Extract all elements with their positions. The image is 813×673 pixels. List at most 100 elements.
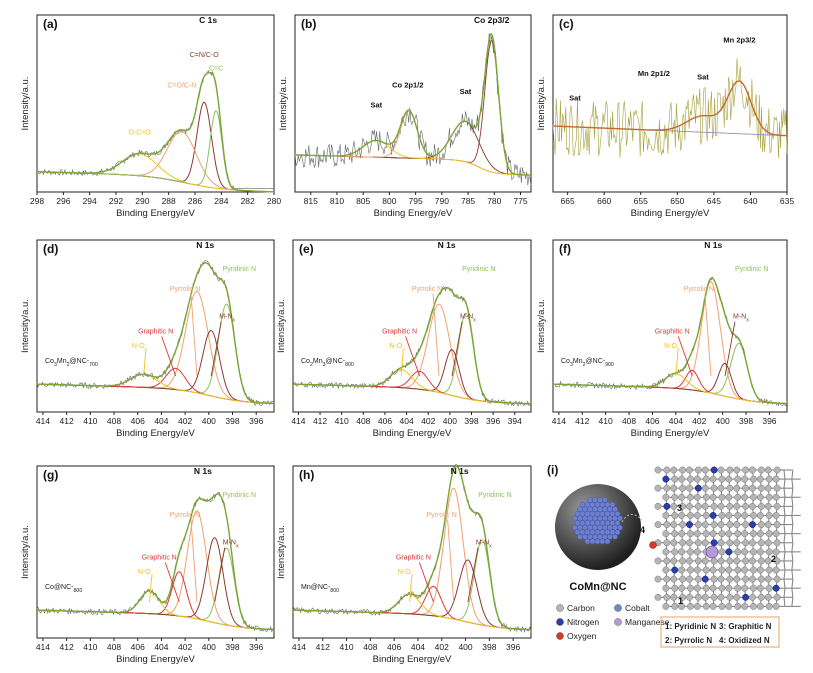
carbon-atom: [663, 593, 671, 601]
carbon-atom: [694, 539, 702, 547]
x-tick-label: 400: [443, 416, 457, 426]
carbon-atom: [687, 475, 694, 483]
bond: [791, 515, 794, 525]
x-tick-label: 412: [313, 416, 327, 426]
metal-core-atom: [614, 529, 621, 536]
legend-label: Nitrogen: [567, 617, 599, 627]
carbon-atom: [686, 539, 693, 547]
carbon-atom: [749, 539, 756, 547]
carbon-atom: [733, 539, 741, 547]
component-peak: [37, 373, 274, 404]
carbon-atom: [765, 548, 773, 556]
metal-core-atom: [584, 501, 591, 508]
x-tick-label: 408: [107, 416, 121, 426]
carbon-atom: [726, 484, 734, 492]
carbon-atom: [773, 521, 781, 529]
peak-label: Mn 2p1/2: [638, 69, 670, 78]
carbon-atom: [687, 548, 694, 556]
x-axis-label: Binding Energy/eV: [116, 654, 195, 665]
carbon-atom: [734, 493, 742, 501]
legend-swatch: [556, 618, 564, 626]
metal-core-atom: [592, 515, 598, 522]
bond: [791, 542, 794, 552]
carbon-atom: [718, 475, 726, 483]
carbon-atom: [734, 475, 742, 483]
metal-core-atom: [597, 524, 603, 531]
x-tick-label: 404: [411, 642, 425, 652]
metal-core-atom: [594, 529, 601, 536]
metal-core-atom: [594, 501, 601, 508]
metal-core-atom: [612, 515, 618, 522]
metal-core-atom: [584, 529, 591, 536]
y-axis-label: Intensity/a.u.: [20, 299, 31, 353]
carbon-atom: [725, 602, 733, 610]
carbon-atom: [662, 602, 670, 610]
carbon-atom: [734, 566, 742, 574]
carbon-atom: [750, 475, 757, 483]
chart-panel-f: 414 412 410 408 406 404 402 400 398 396 Binding En…: [536, 239, 788, 439]
carbon-atom: [765, 475, 773, 483]
carbon-atom: [686, 593, 693, 601]
carbon-atom: [717, 539, 725, 547]
nitrogen-atom: [742, 593, 750, 601]
carbon-atom: [671, 548, 679, 556]
plot-frame: [552, 239, 788, 413]
carbon-atom: [734, 548, 742, 556]
carbon-atom: [717, 521, 725, 529]
envelope-fit: [552, 80, 788, 137]
carbon-atom: [671, 512, 679, 519]
carbon-atom: [773, 557, 781, 565]
x-tick-label: 400: [458, 642, 472, 652]
carbon-atom: [718, 548, 726, 556]
pointer-line: [675, 351, 679, 376]
metal-core-atom: [579, 501, 586, 508]
peak-label: M-Nx: [223, 540, 239, 550]
legend-label: Manganese: [625, 617, 670, 627]
metal-core-atom: [579, 510, 586, 517]
component-peak: [553, 342, 788, 405]
carbon-atom: [750, 493, 757, 501]
carbon-atom: [773, 502, 781, 510]
bond: [791, 469, 794, 480]
component-peak: [37, 109, 275, 193]
carbon-atom: [765, 602, 773, 610]
carbon-atom: [733, 593, 741, 601]
carbon-atom: [757, 484, 765, 492]
envelope-fit: [37, 71, 275, 193]
metal-core-atom: [572, 524, 578, 531]
carbon-atom: [679, 502, 687, 510]
metal-core-atom: [589, 529, 596, 536]
peak-label: Pyridinic N: [223, 266, 256, 273]
x-tick-label: 402: [421, 416, 435, 426]
plot-frame: [294, 14, 532, 193]
carbon-atom: [772, 475, 780, 483]
bond: [791, 551, 794, 561]
pointer-line: [467, 547, 479, 603]
plot-frame: [36, 239, 275, 413]
metal-core-atom: [607, 534, 613, 540]
metal-core-atom: [589, 520, 596, 526]
x-tick-label: 795: [409, 196, 423, 206]
pointer-line: [190, 519, 198, 602]
x-tick-label: 398: [464, 416, 478, 426]
carbon-atom: [709, 584, 717, 592]
carbon-atom: [710, 521, 718, 529]
carbon-atom: [756, 602, 764, 610]
x-tick-label: 396: [249, 642, 263, 652]
carbon-atom: [709, 602, 717, 610]
metal-core-atom: [582, 506, 588, 513]
peak-label: Pyridinic N: [478, 492, 511, 499]
x-tick-label: 810: [330, 196, 344, 206]
x-tick-label: 402: [692, 416, 706, 426]
metal-core-atom: [589, 538, 596, 545]
x-tick-label: 402: [435, 642, 449, 652]
peak-label: Sat: [697, 72, 709, 81]
bond: [783, 506, 786, 516]
carbon-atom: [678, 475, 686, 483]
carbon-atom: [671, 530, 679, 538]
pointer-line: [149, 577, 153, 602]
carbon-atom: [670, 484, 678, 492]
component-peak: [37, 130, 275, 193]
peak-label: N-Ox: [664, 343, 680, 353]
metal-core-atom: [579, 520, 586, 526]
